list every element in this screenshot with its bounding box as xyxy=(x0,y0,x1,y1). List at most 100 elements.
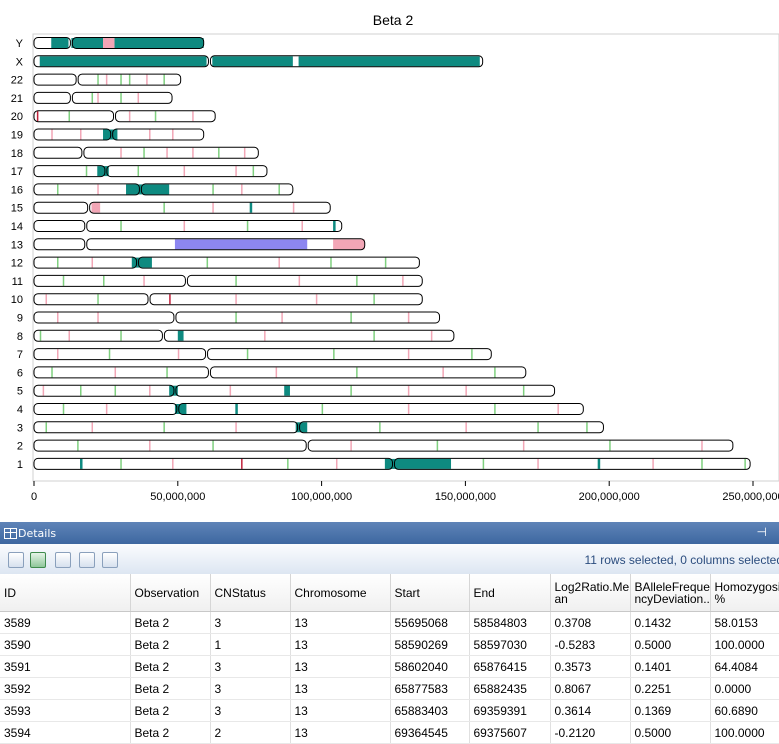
column-header[interactable]: Observation xyxy=(130,574,211,612)
chromosome-q-arm xyxy=(209,366,527,379)
cnv-marker xyxy=(120,74,122,85)
table-cell[interactable]: 65882435 xyxy=(469,677,551,700)
copy-icon[interactable] xyxy=(8,552,24,568)
table-cell[interactable]: 0.2251 xyxy=(630,677,711,700)
cnv-marker xyxy=(522,440,525,451)
chromosome-q-arm xyxy=(89,201,331,214)
table-cell[interactable]: 100.0000 xyxy=(710,633,779,656)
table-cell[interactable]: Beta 2 xyxy=(130,677,211,700)
cnv-marker xyxy=(166,147,168,158)
chromosome-p-arm xyxy=(33,55,209,68)
table-cell[interactable]: 13 xyxy=(290,611,391,634)
table-cell[interactable]: 1 xyxy=(210,633,291,656)
cnv-marker xyxy=(465,422,467,433)
table-cell[interactable]: 3592 xyxy=(0,677,131,700)
cnv-marker xyxy=(281,312,283,323)
chromosome-p-arm xyxy=(33,91,71,104)
chromosome-q-arm xyxy=(115,110,216,123)
chromosome-q-arm xyxy=(178,403,584,415)
table-cell[interactable]: 13 xyxy=(290,699,391,722)
copy-selection-icon[interactable] xyxy=(79,552,95,568)
table-cell[interactable]: Beta 2 xyxy=(130,611,211,634)
table-cell[interactable]: 60.6890 xyxy=(710,699,779,722)
cnv-marker xyxy=(356,367,358,378)
column-header[interactable]: ID xyxy=(0,574,131,612)
table-row[interactable]: 3590 Beta 2 1 13 58590269 58597030 -0.5283 0.50… xyxy=(0,633,779,656)
table-cell[interactable]: Beta 2 xyxy=(130,699,211,722)
table-cell[interactable]: 58584803 xyxy=(469,611,551,634)
table-cell[interactable]: 0.1369 xyxy=(630,699,711,722)
column-header[interactable]: BAlleleFreque ncyDeviation... xyxy=(630,574,711,612)
table-cell[interactable]: 3589 xyxy=(0,611,131,634)
x-tick-label: 0 xyxy=(31,491,37,503)
table-cell[interactable]: 3 xyxy=(210,611,291,634)
table-cell[interactable]: Beta 2 xyxy=(130,655,211,678)
chromosome-label: 14 xyxy=(11,221,23,233)
table-row[interactable]: 3589 Beta 2 3 13 55695068 58584803 0.3708 0.143… xyxy=(0,611,779,634)
paste-icon[interactable] xyxy=(102,552,118,568)
cnv-marker xyxy=(114,367,117,378)
table-cell[interactable]: 0.5000 xyxy=(630,633,711,656)
table-cell[interactable]: 3590 xyxy=(0,633,131,656)
table-cell[interactable]: 58.0153 xyxy=(710,611,779,634)
column-header[interactable]: Homozygosit % xyxy=(710,574,779,612)
cnv-marker xyxy=(169,294,171,305)
x-tick-label: 250,000,000 xyxy=(722,491,779,503)
table-cell[interactable]: 3593 xyxy=(0,699,131,722)
cnv-marker xyxy=(114,385,117,396)
table-row[interactable]: 3591 Beta 2 3 13 58602040 65876415 0.3573 0.140… xyxy=(0,655,779,678)
table-cell[interactable]: 3 xyxy=(210,655,291,678)
table-cell[interactable]: 0.3614 xyxy=(550,699,631,722)
cnv-marker xyxy=(163,202,165,213)
cnv-marker xyxy=(68,111,71,122)
table-cell[interactable]: 65883403 xyxy=(390,699,470,722)
table-cell[interactable]: Beta 2 xyxy=(130,633,211,656)
export-excel-icon[interactable] xyxy=(30,552,46,568)
table-cell[interactable]: 0.3708 xyxy=(550,611,631,634)
chromosome-label: X xyxy=(16,56,24,68)
table-cell[interactable]: 3 xyxy=(210,699,291,722)
table-cell[interactable]: 65876415 xyxy=(469,655,551,678)
table-cell[interactable]: 0.3573 xyxy=(550,655,631,678)
cnv-marker xyxy=(407,349,410,360)
column-header[interactable]: Start xyxy=(390,574,470,612)
column-header[interactable]: Chromosome xyxy=(290,574,391,612)
cnv-marker xyxy=(333,221,336,231)
cnv-marker xyxy=(137,166,140,177)
table-cell[interactable]: 13 xyxy=(290,677,391,700)
save-icon[interactable] xyxy=(55,552,71,568)
chromosome-q-arm xyxy=(149,293,423,306)
table-cell[interactable]: 0.1401 xyxy=(630,655,711,678)
cnv-marker xyxy=(177,349,180,360)
table-cell[interactable]: 58602040 xyxy=(390,655,470,678)
table-cell[interactable]: 58597030 xyxy=(469,633,551,656)
column-header[interactable]: Log2Ratio.Me an xyxy=(550,574,631,612)
pin-icon[interactable]: ⊣ xyxy=(756,525,767,539)
table-cell[interactable]: 69359391 xyxy=(469,699,551,722)
column-header[interactable]: End xyxy=(469,574,551,612)
chromosome-q-arm xyxy=(175,311,441,324)
cnv-marker xyxy=(163,422,165,433)
chromosome-q-arm xyxy=(106,165,268,178)
chromosome-q-arm xyxy=(71,37,205,49)
chromosome-p-arm xyxy=(33,421,299,434)
column-header[interactable]: CNStatus xyxy=(210,574,291,612)
table-cell[interactable]: -0.5283 xyxy=(550,633,631,656)
table-row[interactable]: 3592 Beta 2 3 13 65877583 65882435 0.8067 0.225… xyxy=(0,677,779,700)
details-panel: Details ⊣ 11 rows selected, 0 columns se… xyxy=(0,522,779,744)
table-cell[interactable]: 13 xyxy=(290,633,391,656)
chromosome-p-arm xyxy=(33,146,83,159)
table-cell[interactable]: 3591 xyxy=(0,655,131,678)
table-cell[interactable]: 13 xyxy=(290,655,391,678)
table-cell[interactable]: 0.0000 xyxy=(710,677,779,700)
table-row[interactable]: 3593 Beta 2 3 13 65883403 69359391 0.3614 0.136… xyxy=(0,699,779,722)
chromosome-p-arm xyxy=(33,37,71,49)
table-cell[interactable]: 65877583 xyxy=(390,677,470,700)
table-cell[interactable]: 55695068 xyxy=(390,611,470,634)
cnv-marker xyxy=(85,166,88,177)
table-cell[interactable]: 0.1432 xyxy=(630,611,711,634)
table-cell[interactable]: 0.8067 xyxy=(550,677,631,700)
table-cell[interactable]: 58590269 xyxy=(390,633,470,656)
table-cell[interactable]: 64.4084 xyxy=(710,655,779,678)
table-cell[interactable]: 3 xyxy=(210,677,291,700)
